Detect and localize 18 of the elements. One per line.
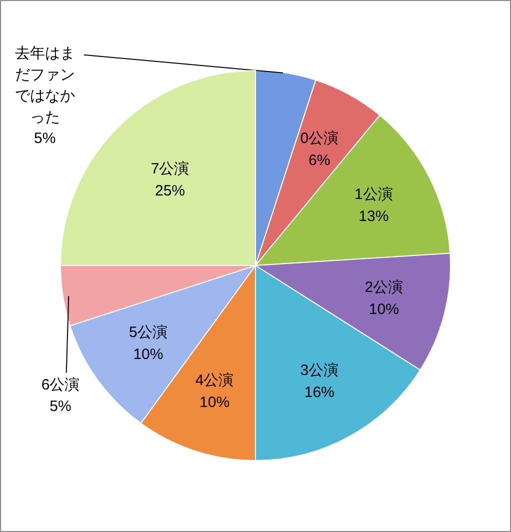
data-label: 10% bbox=[368, 301, 399, 318]
data-label: 5% bbox=[34, 130, 56, 148]
slice-label: 6公演 bbox=[41, 376, 80, 394]
data-label: 25% bbox=[155, 182, 186, 200]
slice-label: 去年はまだファンではなかった bbox=[14, 45, 75, 126]
data-label: 5% bbox=[50, 398, 72, 415]
slice-label: 0公演 bbox=[300, 130, 339, 147]
data-label: 13% bbox=[358, 208, 389, 225]
data-label: 16% bbox=[304, 384, 334, 402]
slice-label: 7公演 bbox=[150, 160, 190, 178]
slice-label: 2公演 bbox=[364, 278, 404, 296]
slice-label: 5公演 bbox=[129, 324, 168, 341]
data-label: 6% bbox=[308, 152, 330, 169]
slice-label: 1公演 bbox=[354, 186, 393, 203]
slice-label: 4公演 bbox=[195, 372, 234, 390]
data-label: 10% bbox=[200, 394, 230, 412]
data-label: 10% bbox=[133, 346, 164, 363]
slice-label: 3公演 bbox=[300, 362, 339, 380]
